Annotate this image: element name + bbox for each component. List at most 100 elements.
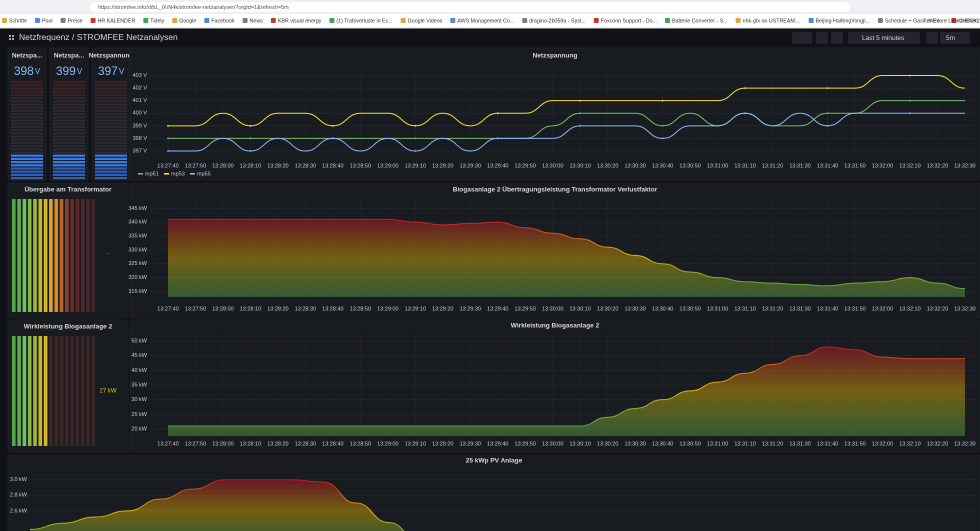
x-tick-label: 13:28:00 <box>212 306 233 312</box>
gauge-bar <box>27 199 32 312</box>
gauge-cell <box>11 154 43 157</box>
y-tick-label: 35 kW <box>131 382 147 388</box>
gauge-value: 27 kW <box>99 389 116 395</box>
area-line <box>167 218 965 290</box>
folder[interactable]: Netzfrequenz <box>19 32 70 42</box>
bookmark[interactable]: Schedule + Gasifier Ex... <box>885 18 943 24</box>
bookmark[interactable]: AWS Management Co... <box>457 18 514 24</box>
point <box>909 74 911 77</box>
bookmark[interactable]: Schritte <box>9 18 27 24</box>
bookmark[interactable]: Facebook <box>211 18 235 24</box>
point <box>414 150 417 152</box>
point <box>331 137 334 140</box>
bookmark[interactable]: Beijing HaifengYongji... <box>816 18 870 24</box>
x-tick-label: 13:30:20 <box>597 441 618 447</box>
x-tick-label: 13:28:40 <box>322 306 343 312</box>
save-button[interactable] <box>816 32 828 44</box>
bookmark-icon <box>665 18 670 23</box>
bookmark[interactable]: Google Videos <box>408 18 443 24</box>
gauge-bar <box>70 336 74 446</box>
gauge-cell <box>95 119 127 122</box>
bookmark[interactable]: Google <box>179 18 196 24</box>
gauge-cell <box>95 90 127 93</box>
gauge-bar <box>86 199 90 312</box>
bookmark-icon <box>204 18 210 23</box>
bookmark[interactable]: Tidely <box>150 18 164 24</box>
x-tick-label: 13:31:20 <box>762 306 783 312</box>
gauge-bar <box>43 199 48 312</box>
x-tick-label: 13:30:50 <box>679 163 700 169</box>
time-range[interactable]: Last 5 minutes <box>862 35 905 42</box>
gauge-bar <box>75 336 80 446</box>
gauge-cell <box>95 161 127 164</box>
add-panel-button[interactable] <box>792 32 812 44</box>
bookmark[interactable]: HR KALENDER <box>98 18 136 24</box>
y-tick-label: 50 kW <box>131 338 147 344</box>
gauge-bar <box>59 199 64 312</box>
bookmark[interactable]: CHECK24 Kreditverglei... <box>958 18 980 24</box>
apps-icon[interactable] <box>9 35 14 40</box>
gauge-cell <box>95 167 127 170</box>
gauge-bar <box>22 336 27 446</box>
settings-button[interactable] <box>831 32 843 44</box>
bookmark-folder[interactable]: Weitere Lesezeichen <box>929 18 978 24</box>
x-tick-label: 13:29:40 <box>487 163 508 169</box>
bookmark[interactable]: Preise <box>68 18 83 24</box>
gauge-cell <box>53 119 85 122</box>
gauge-cell <box>11 145 43 148</box>
bookmark[interactable]: dragino-2b059a - Syst... <box>529 18 586 24</box>
legend-label[interactable]: mp53 <box>171 171 185 177</box>
bookmark[interactable]: Pool <box>42 18 53 24</box>
bookmark[interactable]: News <box>250 18 264 24</box>
y-tick-label: 2.6 kW <box>10 508 28 514</box>
url[interactable]: https://stromfee.info/d/bL_iXrN4k/stromf… <box>98 5 289 11</box>
gauge-bar <box>70 199 74 312</box>
dashboard-title[interactable]: STROMFEE Netzanalysen <box>77 32 178 42</box>
gauge-cell <box>53 129 85 132</box>
bookmark[interactable]: Foxconn Support - Do... <box>601 18 657 24</box>
url-bar[interactable] <box>90 2 850 12</box>
x-tick-label: 13:30:50 <box>679 306 700 312</box>
gauge-cell <box>11 116 43 119</box>
x-tick-label: 13:29:00 <box>377 306 398 312</box>
separator: / <box>72 32 75 42</box>
legend-label[interactable]: mp51 <box>145 171 159 177</box>
gauge-cell <box>95 129 127 132</box>
bookmark[interactable]: Batterie Converter - S... <box>672 18 728 24</box>
time-picker[interactable] <box>848 32 920 44</box>
refresh-button[interactable] <box>926 32 938 44</box>
refresh-picker[interactable] <box>940 32 970 44</box>
gauge-cell <box>95 148 127 151</box>
gauge-cell <box>53 116 85 119</box>
gauge-cell <box>11 157 43 160</box>
x-tick-label: 13:32:00 <box>872 163 893 169</box>
gauge-cell <box>11 173 43 176</box>
gauge-cell <box>11 164 43 167</box>
gauge-bar <box>80 199 85 312</box>
x-tick-label: 13:31:30 <box>789 163 810 169</box>
x-tick-label: 13:28:50 <box>350 163 371 169</box>
x-tick-label: 13:29:20 <box>432 441 453 447</box>
gauge-cell <box>53 109 85 112</box>
bookmark[interactable]: nhk-gtx on USTREAM:... <box>743 18 801 24</box>
breadcrumb[interactable]: Netzfrequenz / STROMFEE Netzanalysen <box>19 32 178 42</box>
bookmark-icon <box>951 18 957 23</box>
x-tick-label: 13:28:30 <box>295 441 316 447</box>
point <box>496 112 499 115</box>
x-tick-label: 13:31:50 <box>844 306 865 312</box>
gauge-cell <box>11 167 43 170</box>
area-fill <box>168 346 965 436</box>
x-tick-label: 13:29:30 <box>460 306 481 312</box>
area-fill <box>168 219 965 297</box>
x-tick-label: 13:29:40 <box>487 441 508 447</box>
refresh-interval[interactable]: 5m <box>946 35 955 42</box>
bookmark[interactable]: (1) Trafoverluste in Ec... <box>336 18 392 24</box>
x-tick-label: 13:29:30 <box>460 441 481 447</box>
y-tick-label: 345 kW <box>128 206 147 212</box>
x-tick-label: 13:32:00 <box>872 306 893 312</box>
gauge-cell <box>11 177 43 180</box>
x-tick-label: 13:30:30 <box>624 441 645 447</box>
x-tick-label: 13:29:10 <box>405 163 426 169</box>
bookmark[interactable]: KBR visual energy <box>278 18 322 24</box>
legend-label[interactable]: mp55 <box>197 171 211 177</box>
